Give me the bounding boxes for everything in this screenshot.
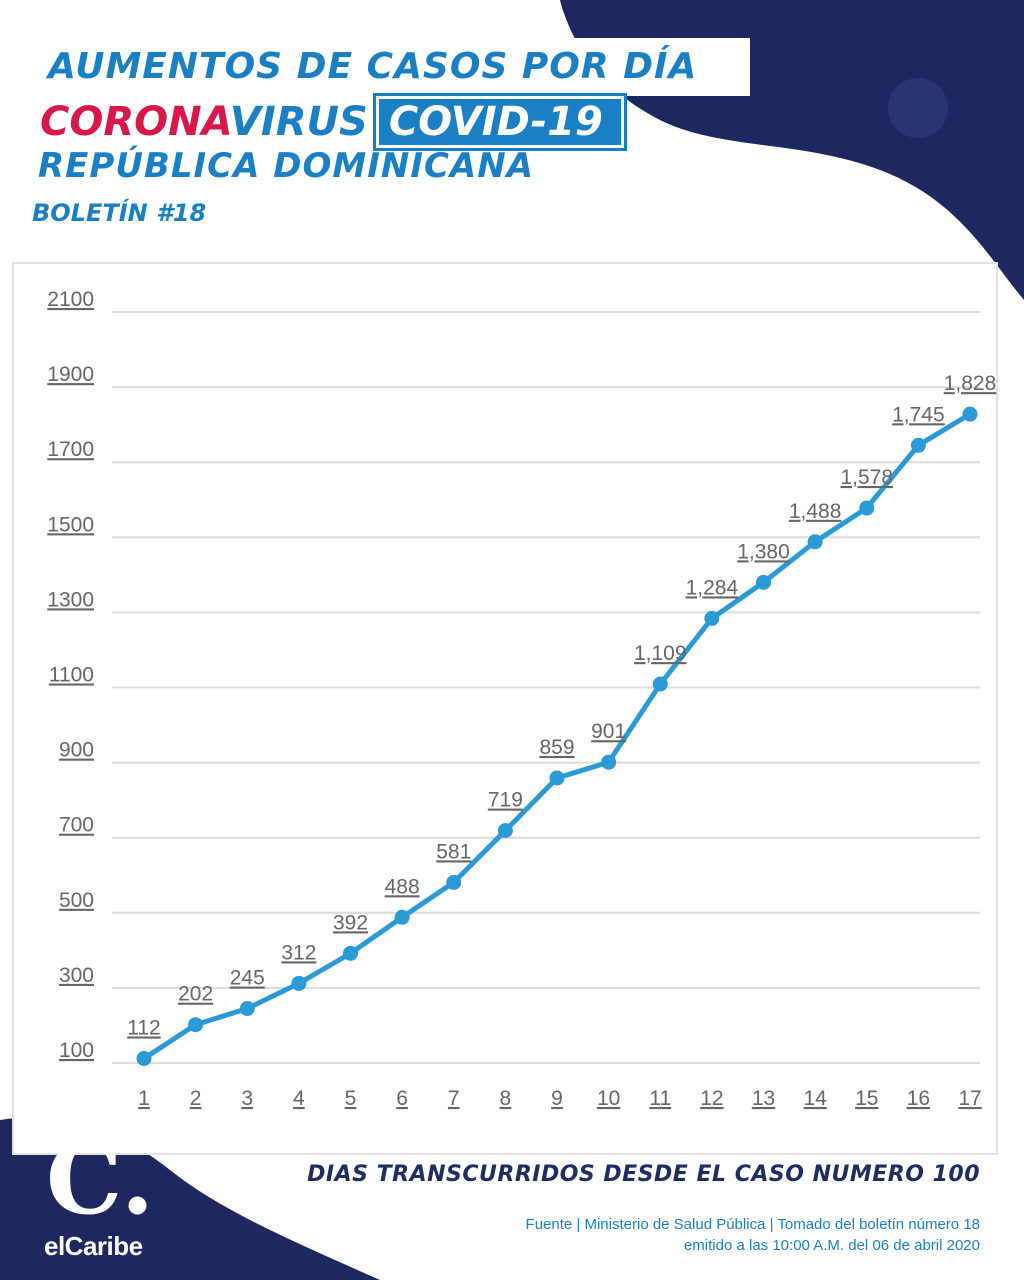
chart-panel xyxy=(12,262,998,1155)
data-point xyxy=(188,1017,204,1033)
data-label: 859 xyxy=(539,736,574,759)
headline-coronavirus: CORONAVIRUS COVID-19 xyxy=(30,93,627,151)
x-tick-label: 8 xyxy=(500,1087,512,1110)
data-label: 488 xyxy=(385,875,420,898)
x-tick-label: 15 xyxy=(855,1087,878,1110)
headline: AUMENTOS DE CASOS POR DÍA xyxy=(30,38,750,96)
x-tick-label: 16 xyxy=(907,1087,930,1110)
source-line-2: emitido a las 10:00 A.M. del 06 de abril… xyxy=(683,1237,980,1254)
data-point xyxy=(136,1050,152,1066)
source-line-1: Fuente | Ministerio de Salud Pública | T… xyxy=(525,1216,980,1233)
y-tick-label: 100 xyxy=(59,1039,94,1062)
data-point xyxy=(859,500,875,516)
data-label: 719 xyxy=(488,789,523,812)
data-label: 312 xyxy=(281,941,316,964)
data-point xyxy=(343,945,358,961)
data-point xyxy=(601,754,617,770)
x-tick-label: 17 xyxy=(958,1087,981,1110)
y-tick-label: 700 xyxy=(59,814,94,837)
y-tick-label: 1500 xyxy=(47,513,94,536)
data-point xyxy=(807,534,823,550)
data-label: 1,578 xyxy=(840,466,893,489)
bulletin-label: BOLETÍN #18 xyxy=(32,199,207,227)
elcaribe-logo: C. elCaribe xyxy=(42,1125,172,1265)
x-tick-label: 1 xyxy=(138,1087,150,1110)
data-label: 1,109 xyxy=(634,642,687,665)
data-label: 1,380 xyxy=(737,540,790,563)
data-label: 1,828 xyxy=(944,372,997,395)
x-tick-label: 14 xyxy=(803,1087,827,1110)
country-title: REPÚBLICA DOMINICANA xyxy=(38,146,535,186)
y-tick-label: 2100 xyxy=(47,288,94,311)
data-label: 392 xyxy=(333,911,368,934)
data-label: 1,284 xyxy=(686,576,739,599)
data-point xyxy=(756,574,771,590)
x-tick-label: 2 xyxy=(190,1087,202,1110)
y-tick-label: 1100 xyxy=(49,664,94,687)
source-note: Fuente | Ministerio de Salud Pública | T… xyxy=(526,1214,980,1256)
x-tick-label: 10 xyxy=(597,1087,620,1110)
data-label: 1,488 xyxy=(789,500,842,523)
data-point xyxy=(239,1001,255,1017)
data-point xyxy=(497,823,513,839)
data-point xyxy=(291,975,307,991)
x-tick-label: 5 xyxy=(345,1087,357,1110)
x-axis-label: DIAS TRANSCURRIDOS DESDE EL CASO NUMERO … xyxy=(307,1162,980,1187)
bottom-left-navy-wave xyxy=(0,1117,380,1280)
x-tick-label: 11 xyxy=(649,1087,671,1110)
data-point xyxy=(394,909,410,925)
x-tick-label: 12 xyxy=(700,1087,723,1110)
virus-icon xyxy=(888,78,948,138)
logo-mark: C. xyxy=(46,1123,155,1236)
x-tick-label: 4 xyxy=(293,1087,305,1110)
headline-covid-badge: COVID-19 xyxy=(372,93,627,151)
data-label: 581 xyxy=(436,840,471,863)
x-tick-label: 9 xyxy=(551,1087,563,1110)
line-chart: 100 300 500 700 900 1100 1300 1500 1700 1900 2100 1… xyxy=(47,288,997,1110)
x-tick-label: 6 xyxy=(396,1087,408,1110)
data-point xyxy=(446,874,462,890)
y-tick-label: 1300 xyxy=(47,588,94,611)
data-label: 901 xyxy=(591,720,626,743)
x-tick-label: 3 xyxy=(241,1087,253,1110)
x-tick-label: 7 xyxy=(448,1087,460,1110)
data-point xyxy=(652,676,668,692)
y-tick-label: 300 xyxy=(59,964,94,987)
y-tick-label: 900 xyxy=(59,739,94,762)
data-point xyxy=(910,437,926,453)
y-tick-label: 1700 xyxy=(47,438,94,461)
headline-virus-word: VIRUS xyxy=(229,99,368,145)
logo-text: elCaribe xyxy=(44,1231,143,1261)
headline-corona-word: CORONA xyxy=(40,99,230,145)
data-label: 1,745 xyxy=(892,403,945,426)
data-point xyxy=(704,610,720,626)
y-tick-label: 1900 xyxy=(47,363,94,386)
data-label: 245 xyxy=(230,967,265,990)
data-label: 202 xyxy=(178,983,213,1006)
data-point xyxy=(549,770,565,786)
y-tick-label: 500 xyxy=(59,889,94,912)
x-tick-label: 13 xyxy=(752,1087,775,1110)
data-point xyxy=(962,406,978,422)
data-label: 112 xyxy=(127,1016,160,1039)
